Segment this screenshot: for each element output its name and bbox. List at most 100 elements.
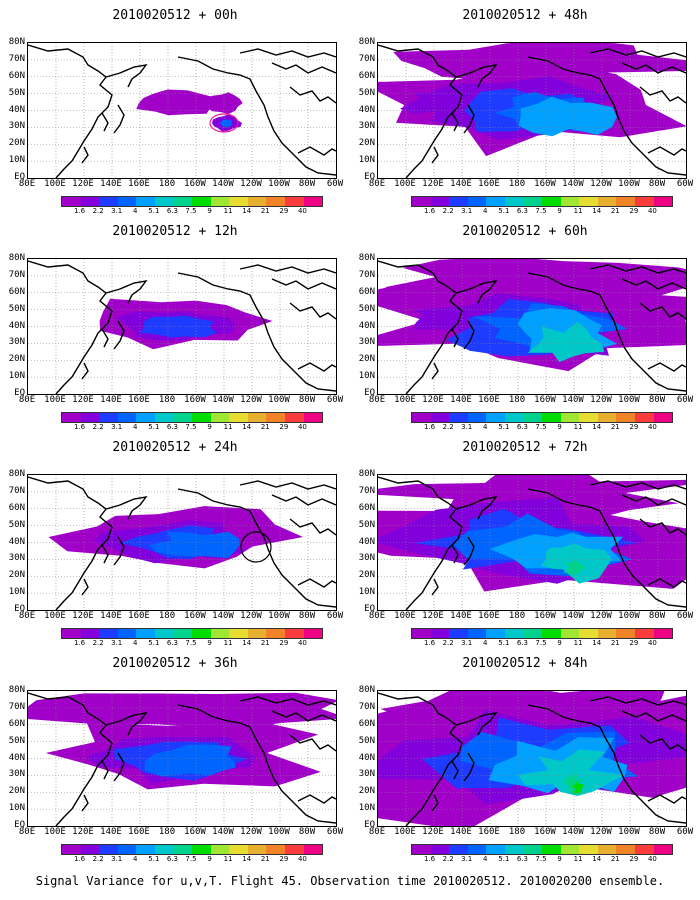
colorbar-label: 3.1 <box>111 855 123 863</box>
colorbar-label: 14 <box>242 207 252 215</box>
latitude-tick-label: 30N <box>8 121 25 132</box>
colorbar-swatch <box>523 413 543 422</box>
latitude-tick-label: 50N <box>358 303 375 314</box>
colorbar-swatch <box>284 629 304 638</box>
longitude-tick-label: 100E <box>44 179 66 189</box>
colorbar-swatch <box>303 629 323 638</box>
longitude-tick-label: 120E <box>422 395 444 405</box>
coastline <box>378 260 686 394</box>
colorbar-swatch <box>542 845 561 854</box>
colorbar-label: 1.6 <box>423 639 436 647</box>
colorbar-label: 4 <box>483 423 488 431</box>
colorbar-swatch <box>653 413 673 422</box>
latitude-tick-label: 80N <box>8 253 25 263</box>
longitude-tick-label: 160E <box>478 179 500 189</box>
colorbar-swatch <box>99 845 118 854</box>
variance-map-canvas <box>28 259 336 394</box>
colorbar-label: 7.5 <box>535 639 547 647</box>
colorbar-label: 2.2 <box>92 639 104 647</box>
latitude-tick-label: 80N <box>8 37 25 47</box>
colorbar-label: 21 <box>610 639 620 647</box>
colorbar-swatch <box>303 197 323 206</box>
longitude-tick-label: 80E <box>18 395 36 405</box>
colorbar-swatch <box>486 845 505 854</box>
colorbar-label: 2.2 <box>92 855 104 863</box>
variance-map-canvas <box>378 475 686 610</box>
longitude-tick-label: 160E <box>128 395 150 405</box>
coastline <box>28 476 336 610</box>
colorbar-swatch <box>430 197 450 206</box>
colorbar-swatch <box>449 629 468 638</box>
longitude-tick-label: 160W <box>534 827 556 837</box>
colorbar-swatch <box>210 413 230 422</box>
forecast-panel: 2010020512 + 60h 80N 70N 60N 50N 40N 30N 20N 10N… <box>355 216 695 431</box>
observation-circle <box>240 531 272 563</box>
longitude-tick-label: 100W <box>268 827 290 837</box>
latitude-tick-label: 50N <box>358 735 375 746</box>
graticule <box>378 691 686 826</box>
colorbar-swatch <box>430 629 450 638</box>
colorbar-swatch <box>412 197 431 206</box>
panel-title: 2010020512 + 60h <box>462 224 588 239</box>
graticule <box>378 43 686 178</box>
colorbar-label: 11 <box>573 423 583 431</box>
longitude-tick-label: 100E <box>394 179 416 189</box>
colorbar-swatch <box>560 197 580 206</box>
longitude-tick-label: 60W <box>326 395 344 405</box>
colorbar-label: 1.6 <box>73 423 86 431</box>
colorbar-swatch <box>192 845 211 854</box>
colorbar-swatch <box>210 197 230 206</box>
variance-map-canvas <box>378 43 686 178</box>
latitude-tick-label: 70N <box>8 269 25 280</box>
colorbar-swatch <box>523 629 543 638</box>
latitude-tick-label: 20N <box>358 138 375 149</box>
colorbar-swatch <box>80 845 100 854</box>
colorbar-swatch <box>303 413 323 422</box>
longitude-tick-label: 140W <box>562 179 584 189</box>
variance-shading <box>99 298 273 350</box>
colorbar-label: 6.3 <box>516 207 528 215</box>
longitude-tick-label: 140W <box>212 611 234 621</box>
colorbar-label: 21 <box>260 855 270 863</box>
longitude-tick-label: 60W <box>676 611 694 621</box>
colorbar-swatch <box>504 845 524 854</box>
coastline <box>28 44 336 178</box>
colorbar-label: 40 <box>647 207 657 215</box>
variance-shading <box>28 692 336 790</box>
colorbar-swatch <box>467 845 487 854</box>
colorbar-label: 14 <box>242 639 252 647</box>
variance-map <box>27 258 337 395</box>
latitude-tick-label: 60N <box>8 70 25 81</box>
colorbar-swatch <box>80 413 100 422</box>
colorbar-swatch <box>192 413 211 422</box>
colorbar-label: 7.5 <box>185 423 197 431</box>
latitude-tick-label: 30N <box>8 553 25 564</box>
graticule <box>28 691 336 826</box>
colorbar-label: 5.1 <box>498 855 510 863</box>
latitude-tick-label: 60N <box>8 718 25 729</box>
variance-map <box>377 258 687 395</box>
longitude-tick-label: 60W <box>326 179 344 189</box>
colorbar-label: 11 <box>573 639 583 647</box>
colorbar-swatch <box>597 629 617 638</box>
colorbar-swatch <box>449 845 468 854</box>
graticule <box>378 475 686 610</box>
colorbar-swatch <box>136 629 155 638</box>
longitude-tick-label: 180 <box>508 395 526 405</box>
colorbar-label: 2.2 <box>442 423 454 431</box>
forecast-panel: 2010020512 + 12h 80N 70N 60N 50N 40N 30N 20N 10N… <box>5 216 345 431</box>
latitude-tick-label: 50N <box>8 303 25 314</box>
longitude-tick-label: 80W <box>298 395 316 405</box>
colorbar-swatch <box>62 197 81 206</box>
longitude-tick-label: 120W <box>240 827 262 837</box>
colorbar-swatch <box>449 413 468 422</box>
variance-contour <box>28 692 336 731</box>
colorbar-label: 1.6 <box>73 855 86 863</box>
latitude-tick-label: 40N <box>8 104 25 115</box>
panel-title: 2010020512 + 48h <box>462 8 588 23</box>
colorbar-swatch <box>634 629 654 638</box>
longitude-tick-label: 100W <box>268 179 290 189</box>
graticule <box>28 259 336 394</box>
variance-map <box>377 42 687 179</box>
panel-title: 2010020512 + 24h <box>112 440 238 455</box>
